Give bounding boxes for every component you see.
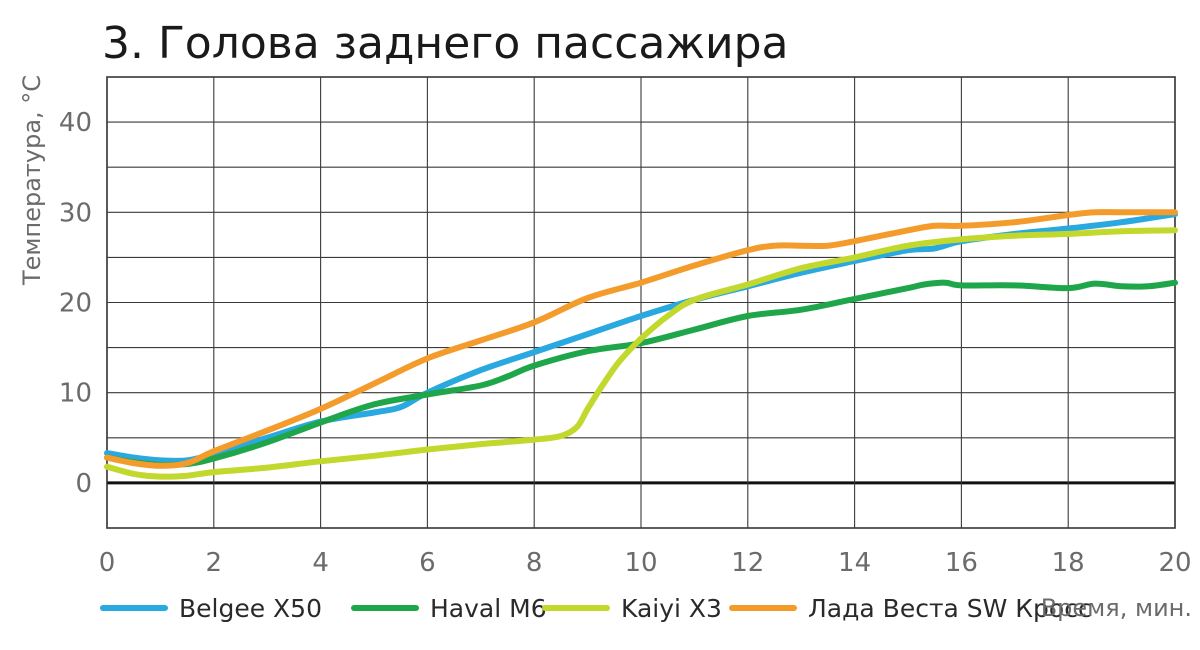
- x-tick-label: 18: [1052, 548, 1085, 578]
- series-line-3: [104, 227, 1178, 480]
- series-line-4: [104, 209, 1178, 469]
- x-tick-label: 0: [99, 548, 116, 578]
- x-tick-label: 10: [624, 548, 657, 578]
- y-tick-label: 30: [59, 198, 92, 228]
- legend-label: Haval M6: [430, 594, 547, 623]
- x-tick-label: 8: [526, 548, 543, 578]
- x-tick-label: 6: [419, 548, 436, 578]
- grid: [106, 76, 1176, 529]
- x-tick-label: 4: [312, 548, 329, 578]
- y-tick-labels: 0 10 20 30 40: [59, 108, 92, 499]
- x-tick-label: 2: [206, 548, 223, 578]
- x-tick-label: 12: [731, 548, 764, 578]
- series-lines: [104, 209, 1178, 480]
- legend-item: Belgee X50: [100, 594, 322, 623]
- legend: Belgee X50 Haval M6 Kaiyi X3 Лада Веста SW …: [100, 594, 1092, 623]
- legend-item: Kaiyi X3: [542, 594, 722, 623]
- y-tick-label: 40: [59, 108, 92, 138]
- x-tick-labels: 0 2 4 6 8 10 12 14 16 18 20: [99, 548, 1192, 578]
- legend-label: Kaiyi X3: [621, 594, 722, 623]
- legend-item: Лада Веста SW Кросс: [729, 594, 1092, 623]
- series-line-2: [104, 279, 1178, 469]
- y-tick-label: 20: [59, 289, 92, 319]
- legend-item: Haval M6: [351, 594, 547, 623]
- x-axis-label: Время, мин.: [1041, 594, 1192, 622]
- chart-title: 3. Голова заднего пассажира: [102, 18, 789, 69]
- y-axis-label: Температура, °С: [18, 75, 46, 286]
- x-tick-label: 20: [1158, 548, 1191, 578]
- y-tick-label: 10: [59, 379, 92, 409]
- y-tick-label: 0: [75, 469, 92, 499]
- legend-label: Лада Веста SW Кросс: [808, 594, 1092, 623]
- x-tick-label: 14: [838, 548, 871, 578]
- legend-label: Belgee X50: [179, 594, 322, 623]
- x-tick-label: 16: [945, 548, 978, 578]
